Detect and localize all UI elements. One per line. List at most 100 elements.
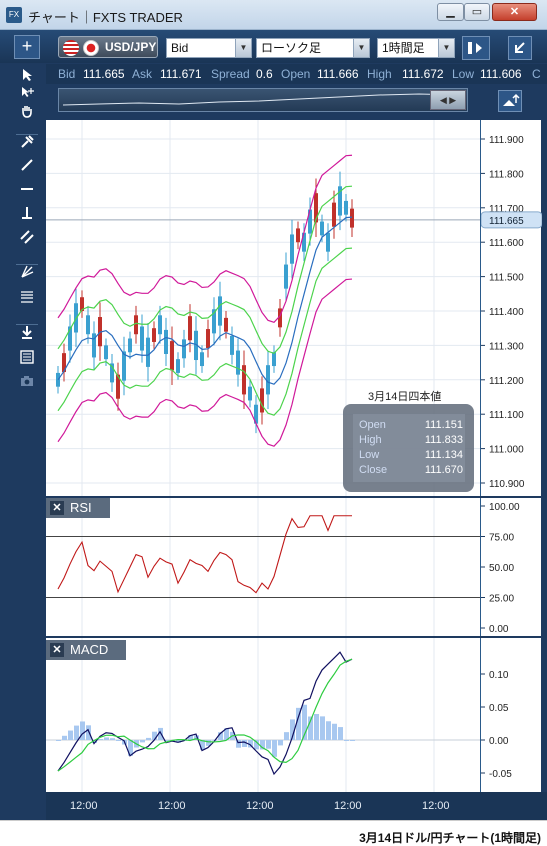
high-label: High [367,67,392,81]
price-type-value: Bid [171,41,189,55]
channel-icon[interactable] [16,230,38,250]
minimize-button[interactable]: ▁ [437,3,464,21]
ohlc-value: 111.833 [424,434,463,446]
low-value: 111.606 [480,67,522,81]
timeframe-value: 1時間足 [382,41,425,55]
navigator-line [62,93,460,106]
close-icon[interactable]: ✕ [50,501,64,515]
close-icon[interactable]: ✕ [50,643,64,657]
chevron-down-icon[interactable]: ▼ [235,39,251,57]
download-icon[interactable] [16,324,38,344]
price-axis: 111.900 111.800 111.700 111.600 111.500 111.4… [480,120,543,792]
candle-body [344,200,348,215]
trend-line-icon[interactable] [16,158,38,178]
candle-body [290,234,294,264]
chart-canvas [46,120,480,792]
macd-tick-label: -0.05 [489,769,512,780]
macd-histogram-bar [338,727,343,740]
cursor-icon[interactable] [16,68,38,88]
macd-histogram-bar [272,740,277,757]
ask-label: Ask [132,67,153,81]
candle-body [218,296,222,326]
candle-body [266,365,270,395]
chevron-down-icon[interactable]: ▼ [353,39,369,57]
time-label: 12:00 [246,800,274,812]
ohlc-low-row: Low 111.134 [359,449,463,464]
chevron-down-icon[interactable]: ▼ [438,39,454,57]
crosshair-cursor-icon[interactable] [16,86,38,106]
candle-body [110,363,114,383]
scroll-right-button[interactable] [462,36,490,60]
restore-button[interactable]: ▭ [464,3,490,21]
chart-type-select[interactable]: ローソク足 ▼ [256,38,370,58]
pin-tool-icon[interactable] [16,134,38,154]
rsi-tick-label: 75.00 [489,533,514,544]
horizontal-line-icon[interactable] [16,182,38,202]
price-tick-label: 111.400 [489,307,524,318]
list-icon[interactable] [16,350,38,370]
candle-body [338,186,342,216]
macd-histogram-bar [104,737,109,740]
candle-body [164,329,168,354]
candle-body [314,193,318,223]
ask-value: 111.671 [160,67,202,81]
price-tick-label: 111.900 [489,135,524,146]
macd-histogram-bar [320,716,325,740]
price-tick-label: 110.900 [489,479,525,490]
us-flag-icon [63,40,79,56]
window-title: チャート｜FXTS TRADER [28,10,183,25]
close-button[interactable]: ✕ [492,3,537,21]
camera-icon[interactable] [16,374,38,394]
macd-tab[interactable]: ✕ MACD [46,640,126,660]
add-button[interactable]: + [14,35,40,59]
open-label: Open [281,67,311,81]
rsi-tick-label: 100.00 [489,502,520,513]
step-right-icon [468,42,482,54]
title-bar[interactable]: FX チャート｜FXTS TRADER ▁ ▭ ✕ [0,0,547,30]
price-tick-label: 111.200 [489,376,524,387]
macd-histogram-bar [236,740,241,748]
hand-icon[interactable] [16,104,38,124]
macd-tick-label: 0.05 [489,703,509,714]
bollinger-inner-upper [57,185,353,354]
chart-navigator[interactable] [58,88,468,112]
jp-flag-icon [83,40,99,56]
candle-body [122,351,126,381]
price-type-select[interactable]: Bid ▼ [166,38,252,58]
high-value: 111.672 [402,67,444,81]
macd-histogram-bar [188,735,193,740]
app-icon: FX [6,7,22,23]
macd-divider[interactable] [46,636,541,638]
fibonacci-icon[interactable] [16,290,38,310]
symbol-selector[interactable]: USD/JPY [58,36,158,58]
ohlc-heading: 3月14日四本値 [368,391,442,403]
macd-histogram-bar [278,740,283,746]
bollinger-inner-lower [57,247,353,416]
chart-caption: 3月14日ドル/円チャート(1時間足) [359,831,541,845]
macd-histogram-bar [116,740,121,741]
candle-body [284,264,288,289]
vertical-line-icon[interactable] [16,206,38,226]
fit-button[interactable] [498,90,522,112]
rsi-divider[interactable] [46,496,541,498]
fan-icon[interactable] [16,264,38,284]
rsi-tab[interactable]: ✕ RSI [46,498,110,518]
spread-label: Spread [211,67,250,81]
time-label: 12:00 [422,800,450,812]
navigator-handle[interactable]: ◀ ▶ [430,90,466,110]
caption-bar: 3月14日ドル/円チャート(1時間足) [0,820,547,845]
quote-bar: Bid 111.665 Ask 111.671 Spread 0.6 Open … [46,64,547,84]
candle-body [176,359,180,373]
bollinger-outer-upper [57,154,353,323]
ohlc-value: 111.670 [424,464,463,476]
macd-histogram-bar [176,740,181,743]
ohlc-key: Low [359,449,380,461]
timeframe-select[interactable]: 1時間足 ▼ [377,38,455,58]
open-value: 111.666 [317,67,359,81]
candle-body [212,309,216,334]
undock-icon [515,42,525,53]
undock-button[interactable] [508,36,532,60]
macd-histogram-bar [266,740,271,749]
candle-body [134,315,138,335]
